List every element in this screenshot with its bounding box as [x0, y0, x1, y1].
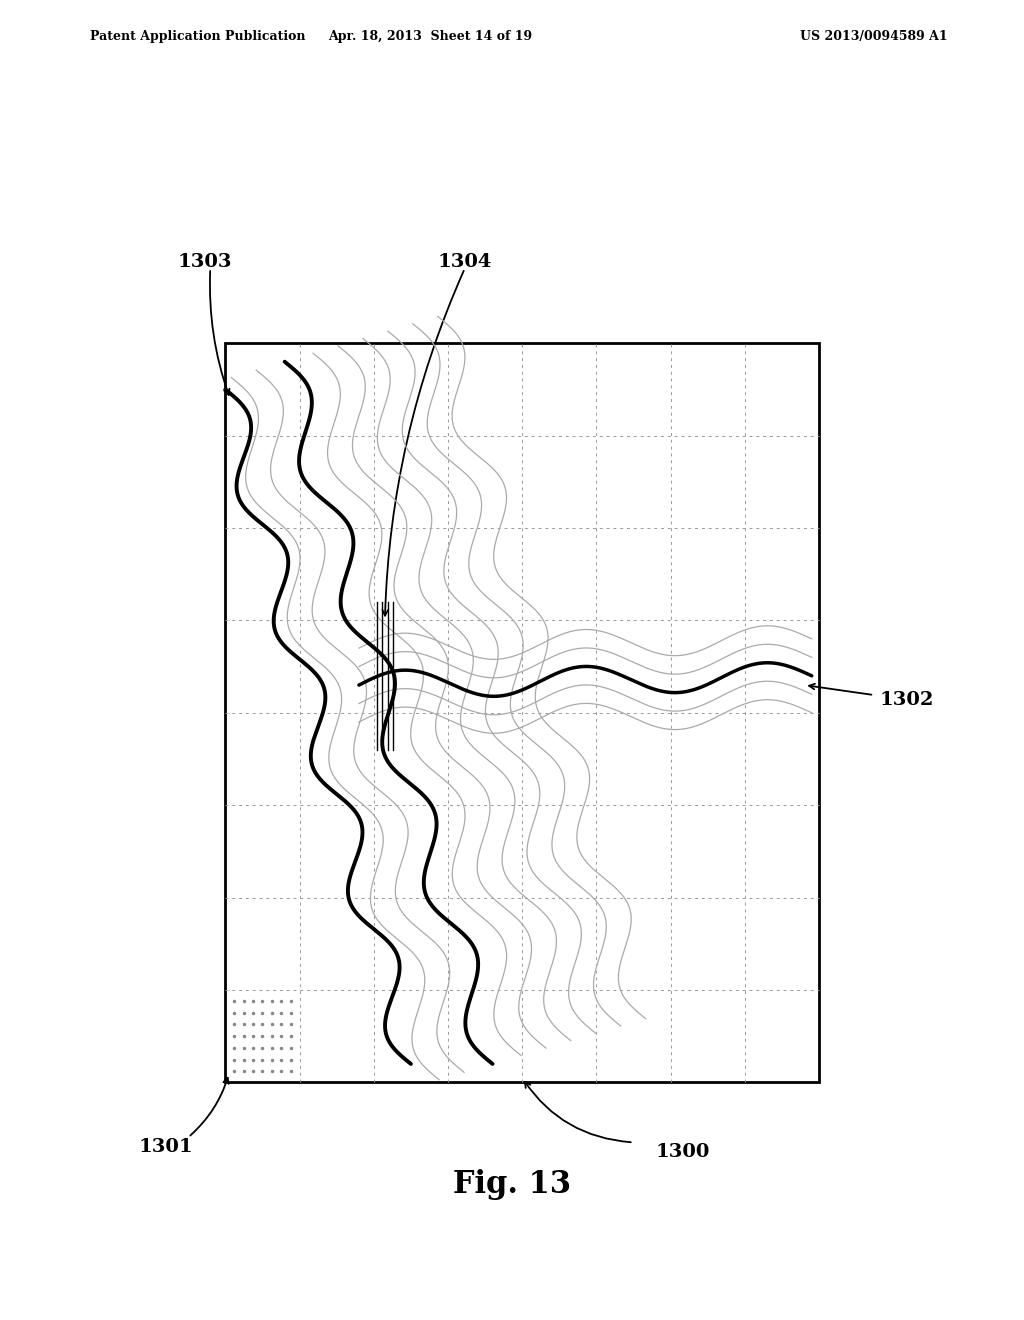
Text: 1302: 1302 — [880, 692, 934, 709]
Text: 1301: 1301 — [138, 1138, 194, 1156]
Text: 1300: 1300 — [656, 1143, 711, 1162]
Text: Apr. 18, 2013  Sheet 14 of 19: Apr. 18, 2013 Sheet 14 of 19 — [328, 30, 532, 44]
Bar — [225, 343, 819, 1082]
Text: 1303: 1303 — [178, 253, 232, 271]
Text: 1304: 1304 — [437, 253, 493, 271]
Text: Fig. 13: Fig. 13 — [453, 1170, 571, 1200]
Text: Patent Application Publication: Patent Application Publication — [90, 30, 305, 44]
Text: US 2013/0094589 A1: US 2013/0094589 A1 — [800, 30, 947, 44]
